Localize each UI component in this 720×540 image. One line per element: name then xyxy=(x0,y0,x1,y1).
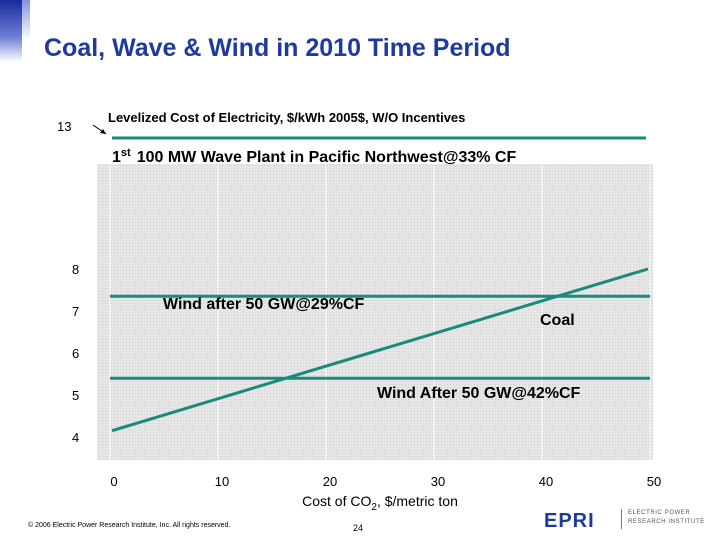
epri-logo: EPRI ELECTRIC POWER RESEARCH INSTITUTE xyxy=(544,508,705,532)
x-tick-label: 10 xyxy=(215,474,229,489)
logo-divider xyxy=(621,509,622,529)
axis-ticks: 4 5 6 7 8 0 10 20 30 40 50 xyxy=(72,262,661,489)
y-tick-label: 4 xyxy=(72,430,79,445)
page-number: 24 xyxy=(353,523,364,533)
slide-title: Coal, Wave & Wind in 2010 Time Period xyxy=(44,34,511,62)
wind29-label: Wind after 50 GW@29%CF xyxy=(163,296,364,313)
chart-title: Levelized Cost of Electricity, $/kWh 200… xyxy=(108,110,465,125)
x-tick-label: 40 xyxy=(539,474,553,489)
title-accent-bar xyxy=(0,0,22,62)
y-tick-label: 5 xyxy=(72,388,79,403)
break-pointer-head xyxy=(100,129,106,134)
x-tick-label: 20 xyxy=(323,474,337,489)
x-axis-label-sub: 2 xyxy=(371,502,377,513)
x-axis-label-main: Cost of CO xyxy=(302,493,371,509)
title-accent-bar-light xyxy=(22,0,30,40)
x-axis-label-suffix: , $/metric ton xyxy=(377,493,458,509)
y-tick-label: 8 xyxy=(72,262,79,277)
logo-line-1: ELECTRIC POWER xyxy=(628,510,691,516)
wave-annotation: 1st 100 MW Wave Plant in Pacific Northwes… xyxy=(112,147,516,166)
x-tick-label: 50 xyxy=(647,474,661,489)
x-axis-label: Cost of CO2, $/metric ton xyxy=(302,493,458,513)
logo-line-2: RESEARCH INSTITUTE xyxy=(628,519,705,525)
x-tick-label: 0 xyxy=(110,474,117,489)
x-tick-label: 30 xyxy=(431,474,445,489)
wind42-label: Wind After 50 GW@42%CF xyxy=(377,385,581,402)
wave-superscript: st xyxy=(121,147,131,159)
y-tick-label: 6 xyxy=(72,346,79,361)
footer-copyright: © 2006 Electric Power Research Institute… xyxy=(28,522,231,529)
plot-area xyxy=(97,164,653,460)
grid-lines xyxy=(109,164,651,460)
y-tick-label: 7 xyxy=(72,304,79,319)
coal-label: Coal xyxy=(540,312,575,329)
y-break-label: 13 xyxy=(57,119,71,134)
plot-background xyxy=(97,164,653,460)
logo-mark: EPRI xyxy=(544,510,595,532)
wave-prefix: 1 xyxy=(112,149,121,166)
series-lines xyxy=(110,136,650,433)
wave-label: 100 MW Wave Plant in Pacific Northwest@3… xyxy=(137,149,517,166)
